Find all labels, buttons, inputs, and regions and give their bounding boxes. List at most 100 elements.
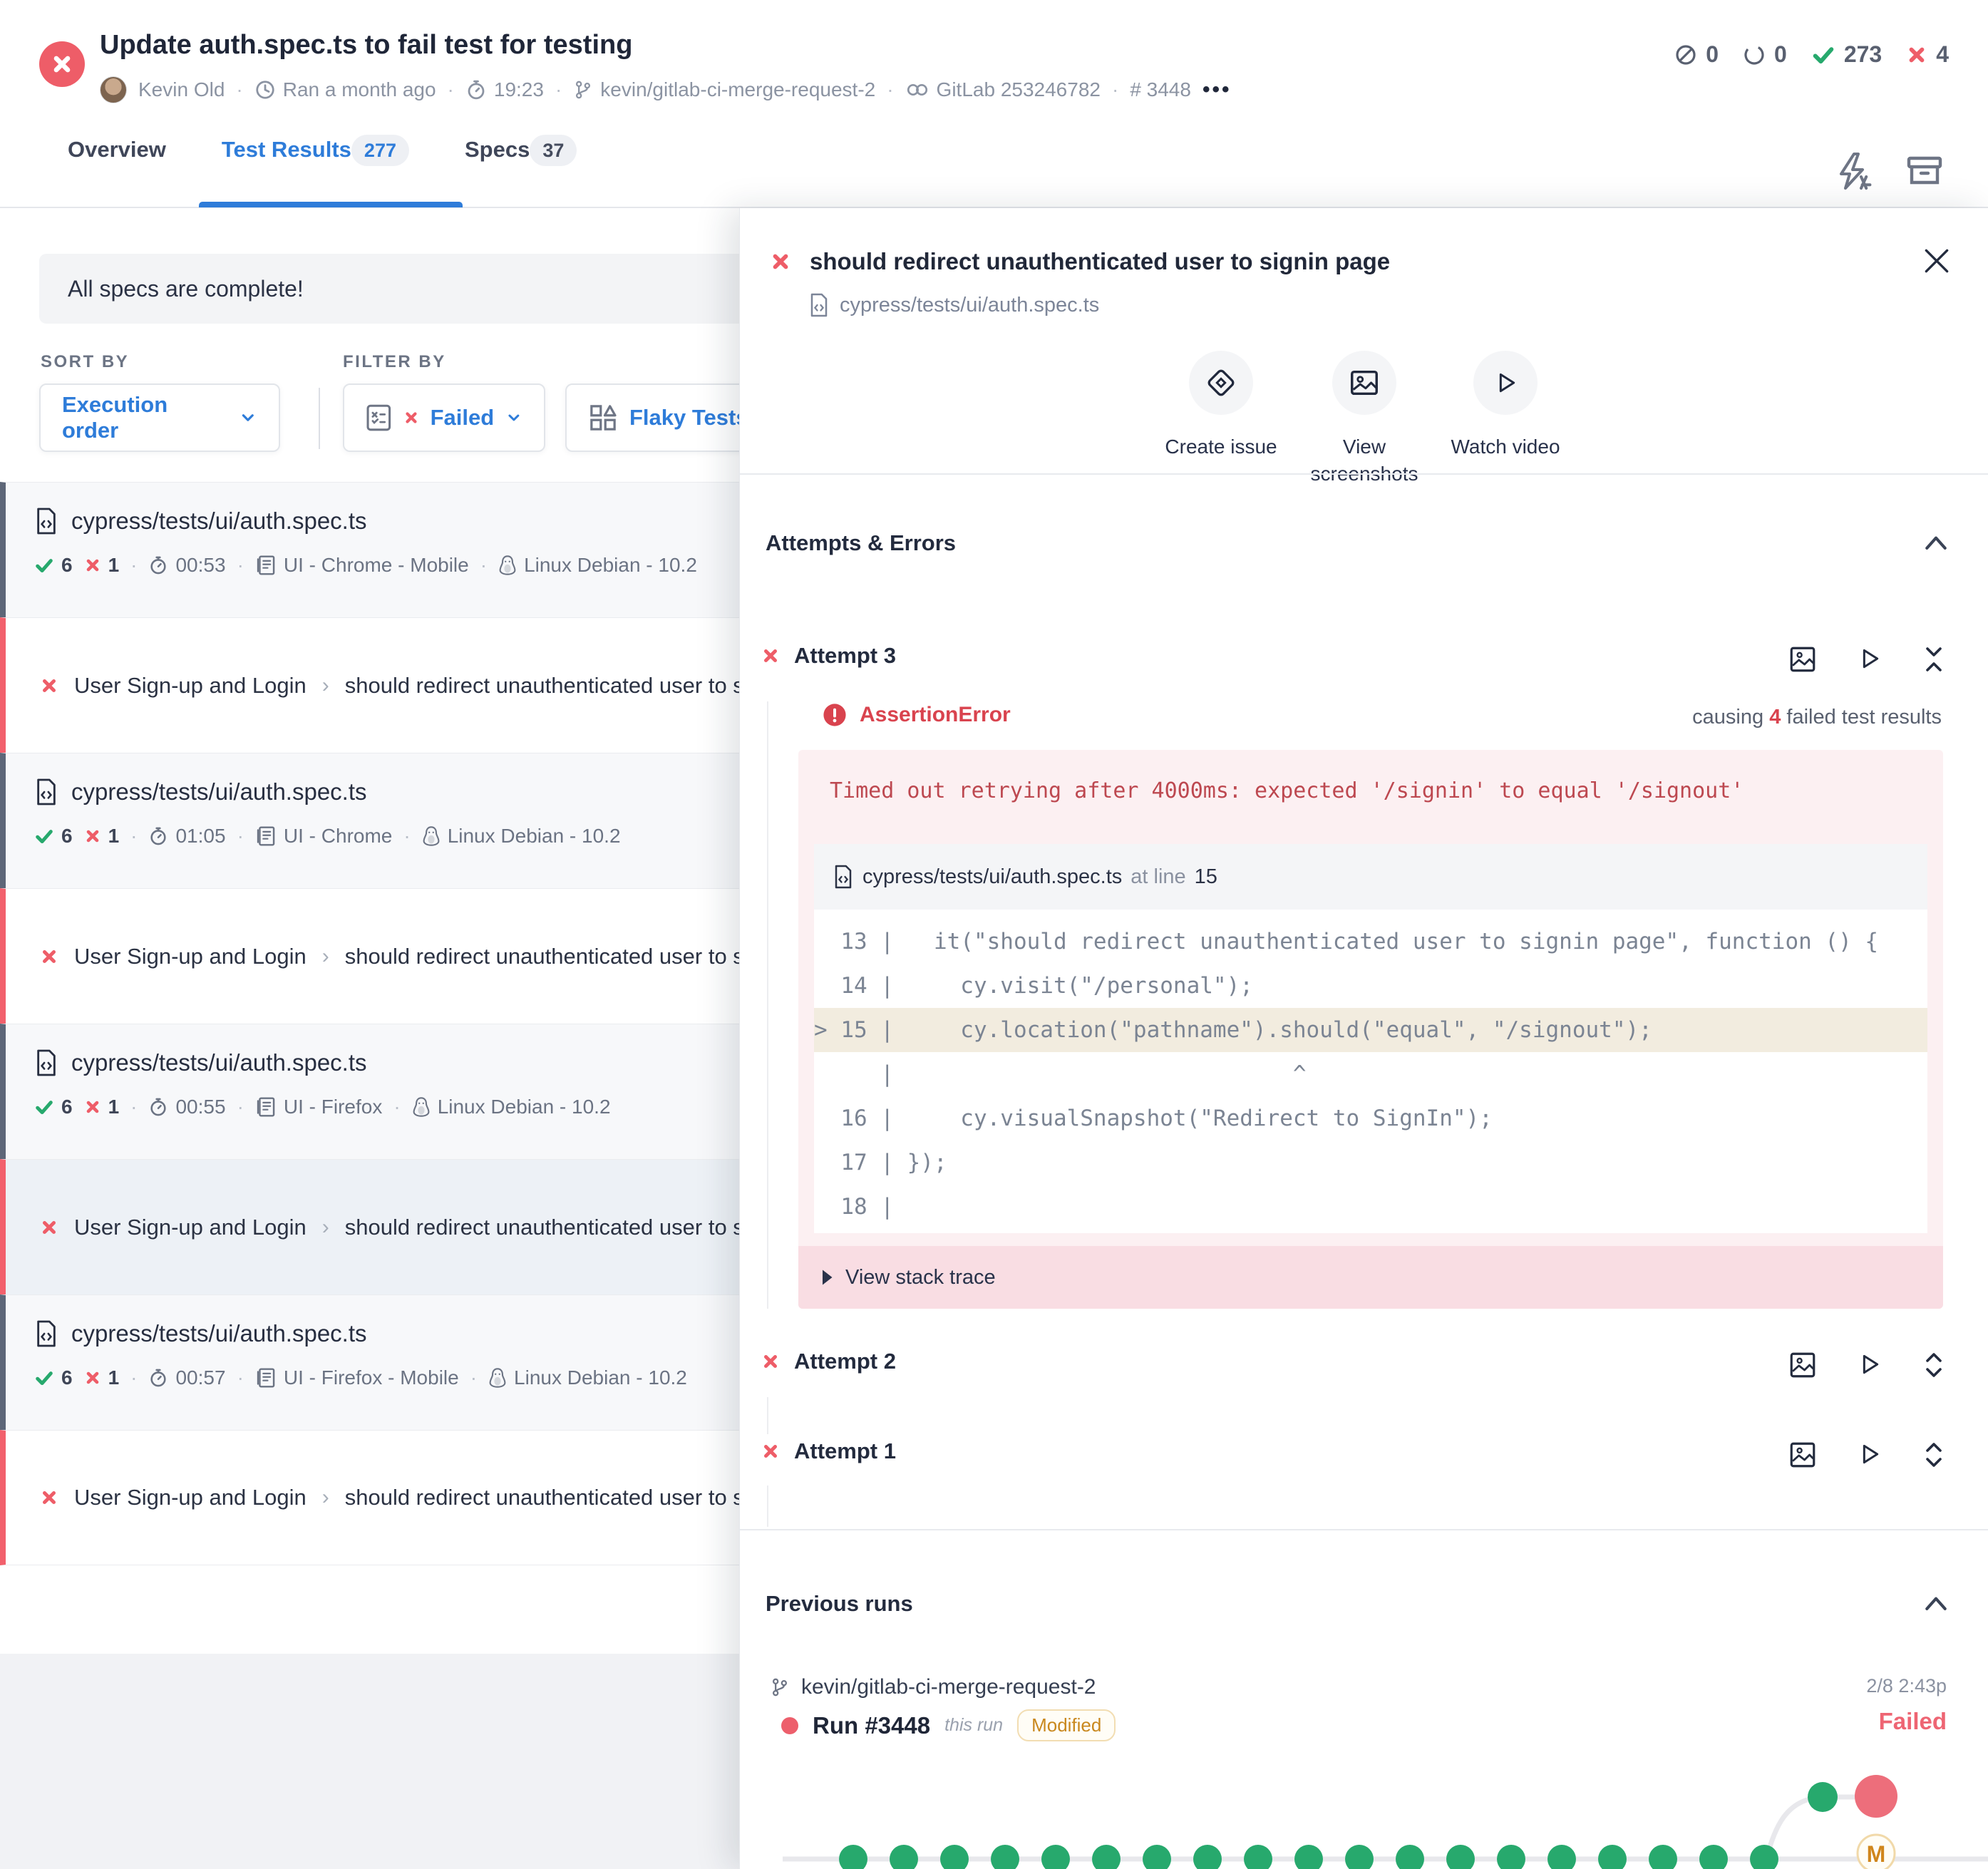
spec-file-icon (835, 865, 852, 889)
modified-commit-letter: M (1867, 1841, 1886, 1867)
commit-dot[interactable] (1699, 1845, 1728, 1869)
create-issue-button[interactable]: Create issue (1143, 351, 1299, 460)
play-icon[interactable] (1855, 644, 1883, 673)
commit-dot[interactable] (890, 1845, 918, 1869)
detail-test-title: should redirect unauthenticated user to … (810, 248, 1391, 274)
chevron-down-icon (508, 414, 520, 421)
archive-icon[interactable] (1904, 151, 1945, 191)
tab-specs[interactable]: Specs 37 (465, 135, 577, 207)
collapse-attempts-button[interactable] (1922, 530, 1950, 555)
sort-order-dropdown[interactable]: Execution order (39, 383, 280, 452)
branch-commit-dot[interactable] (1808, 1782, 1838, 1812)
branch-link[interactable]: kevin/gitlab-ci-merge-request-2 (573, 78, 875, 101)
spec-row[interactable]: cypress/tests/ui/auth.spec.ts 6 1 · 00:5… (0, 482, 739, 617)
spec-file-icon (37, 1320, 56, 1347)
close-panel-button[interactable] (1921, 245, 1952, 277)
spec-row[interactable]: cypress/tests/ui/auth.spec.ts 6 1 · 00:5… (0, 1294, 739, 1430)
previous-run-branch[interactable]: kevin/gitlab-ci-merge-request-2 (770, 1675, 1096, 1699)
x-icon (764, 1355, 777, 1368)
run-failed-badge (39, 41, 85, 87)
flaky-lightning-icon[interactable] (1833, 151, 1873, 191)
breadcrumb: › (321, 1215, 329, 1239)
separator: · (1111, 78, 1119, 101)
attempt-row-1[interactable]: Attempt 1 (761, 1438, 1967, 1480)
screenshots-icon[interactable] (1788, 644, 1818, 674)
stat-skipped: 0 (1674, 41, 1719, 68)
test-name: should redirect unauthenticated user to … (344, 672, 739, 698)
stopwatch-icon (150, 827, 167, 845)
x-icon (86, 830, 98, 843)
commit-dot[interactable] (1092, 1845, 1121, 1869)
code-line: 17 | }); (814, 1150, 947, 1175)
detail-title-row: should redirect unauthenticated user to … (770, 248, 1390, 275)
x-icon (43, 1491, 56, 1504)
attempt-row-3[interactable]: Attempt 3 (761, 643, 1967, 684)
avatar (100, 76, 127, 103)
run-number: # 3448 (1130, 78, 1191, 101)
attempts-section-header: Attempts & Errors (766, 530, 956, 555)
failed-test-row[interactable]: User Sign-up and Login › should redirect… (0, 1430, 739, 1565)
play-icon[interactable] (1855, 1350, 1883, 1379)
check-icon (36, 830, 53, 844)
stopwatch-icon (150, 1369, 167, 1387)
commit-dot[interactable] (940, 1845, 969, 1869)
commit-dot[interactable] (1294, 1845, 1323, 1869)
commit-dot[interactable] (839, 1845, 867, 1869)
filter-failed-button[interactable]: Failed (343, 383, 545, 452)
divider (740, 1529, 1988, 1530)
commit-dot[interactable] (1143, 1845, 1171, 1869)
tab-test-results[interactable]: Test Results 277 (222, 135, 409, 207)
spec-row[interactable]: cypress/tests/ui/auth.spec.ts 6 1 · 01:0… (0, 753, 739, 888)
expand-icon[interactable] (1920, 1440, 1947, 1470)
screenshots-icon (1351, 370, 1378, 396)
commit-dot[interactable] (1598, 1845, 1627, 1869)
current-run-dot[interactable] (1855, 1775, 1897, 1818)
error-type: AssertionError (860, 703, 1011, 726)
screenshots-icon[interactable] (1788, 1350, 1818, 1380)
filter-flaky-button[interactable]: Flaky Tests (565, 383, 739, 452)
commit-dot[interactable] (1244, 1845, 1272, 1869)
attempt-row-2[interactable]: Attempt 2 (761, 1349, 1967, 1390)
x-icon (773, 254, 788, 269)
code-line: 13 | it("should redirect unauthenticated… (814, 929, 1879, 954)
divider (319, 388, 320, 449)
commit-dot[interactable] (1446, 1845, 1475, 1869)
play-icon[interactable] (1855, 1440, 1883, 1468)
watch-video-button[interactable]: Watch video (1427, 351, 1584, 460)
failed-test-row[interactable]: User Sign-up and Login › should redirect… (0, 888, 739, 1024)
commit-dot[interactable] (1750, 1845, 1778, 1869)
failed-test-row-selected[interactable]: User Sign-up and Login › should redirect… (0, 1159, 739, 1294)
run-status: Failed (1878, 1708, 1947, 1734)
commit-dot[interactable] (1041, 1845, 1070, 1869)
breadcrumb: › (321, 673, 329, 697)
collapse-previous-runs-button[interactable] (1922, 1591, 1950, 1615)
commit-dot[interactable] (1649, 1845, 1677, 1869)
commit-dot[interactable] (1497, 1845, 1525, 1869)
failed-test-row[interactable]: User Sign-up and Login › should redirect… (0, 617, 739, 753)
linux-icon (499, 555, 516, 575)
screenshots-icon[interactable] (1788, 1440, 1818, 1470)
commit-dot[interactable] (1396, 1845, 1424, 1869)
tab-overview[interactable]: Overview (68, 137, 166, 162)
indent-guide (767, 701, 768, 1309)
expand-icon[interactable] (1920, 1350, 1947, 1380)
commit-dot[interactable] (1345, 1845, 1374, 1869)
spec-row[interactable]: cypress/tests/ui/auth.spec.ts 6 1 · 00:5… (0, 1024, 739, 1159)
collapse-icon[interactable] (1920, 644, 1947, 674)
indent-guide (767, 1397, 768, 1434)
commit-dot[interactable] (991, 1845, 1019, 1869)
separator: · (447, 78, 454, 101)
chevron-up-icon (1925, 536, 1947, 550)
view-screenshots-button[interactable]: View screenshots (1286, 351, 1443, 488)
code-file[interactable]: cypress/tests/ui/auth.spec.ts (862, 865, 1123, 888)
stopwatch-icon (150, 556, 167, 575)
commit-dot[interactable] (1193, 1845, 1222, 1869)
code-frame-header: cypress/tests/ui/auth.spec.ts at line 15 (814, 844, 1927, 910)
commit-dot[interactable] (1547, 1845, 1576, 1869)
more-menu-button[interactable]: ••• (1202, 78, 1232, 101)
previous-run-row[interactable]: Run #3448 this run Modified (781, 1709, 1116, 1741)
modified-badge: Modified (1017, 1709, 1116, 1741)
ci-link[interactable]: GitLab 253246782 (905, 78, 1101, 101)
view-stack-trace-toggle[interactable]: View stack trace (798, 1246, 1943, 1309)
